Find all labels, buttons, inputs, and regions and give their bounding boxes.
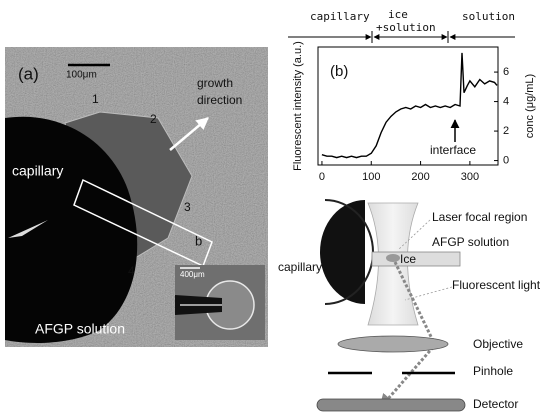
box-label: b: [195, 233, 202, 248]
growth-label: direction: [197, 93, 242, 107]
region-label: solution: [462, 10, 515, 23]
y2-tick-label: 0: [503, 154, 509, 166]
x-tick-label: 100: [362, 171, 380, 183]
annotation: interface: [430, 143, 476, 157]
y2-tick-label: 2: [503, 125, 509, 137]
diagram-label: capillary: [278, 260, 322, 274]
diagram-label: Detector: [473, 397, 518, 411]
facet-label: 2: [150, 112, 157, 126]
region-label: ice: [388, 8, 408, 21]
micrograph: [5, 47, 268, 347]
diagram-label: Pinhole: [473, 364, 513, 378]
y2-axis-label: conc (μg/mL): [524, 74, 536, 138]
y-axis-label: Fluorescent intensity (a.u.): [292, 41, 304, 171]
x-tick-label: 0: [319, 171, 325, 183]
capillary-label: capillary: [12, 163, 63, 179]
diagram-label: Fluorescent light: [452, 278, 541, 292]
diagram-label: Objective: [473, 337, 523, 351]
facet-label: 1: [92, 92, 99, 106]
panel-label: (b): [330, 63, 348, 80]
figure: (a) 100μm 1 2 3 4 growth direction capil…: [0, 0, 560, 417]
region-label: +solution: [376, 21, 436, 34]
solution-label: AFGP solution: [35, 321, 125, 337]
optics-diagram: [317, 200, 465, 411]
diagram-label: Laser focal region: [432, 210, 527, 224]
x-tick-label: 300: [461, 171, 479, 183]
y2-tick-label: 6: [503, 66, 509, 78]
growth-label: growth: [197, 76, 233, 90]
panel-label: (a): [18, 64, 39, 83]
x-tick-label: 200: [411, 171, 429, 183]
region-label: capillary: [310, 10, 370, 23]
facet-label: 4: [128, 264, 135, 278]
facet-label: 3: [184, 200, 191, 214]
diagram-label: AFGP solution: [432, 235, 509, 249]
diagram-label: Ice: [400, 252, 416, 266]
y2-tick-label: 4: [503, 95, 509, 107]
scale-bar-label: 100μm: [66, 70, 97, 81]
inset-scale: 400μm: [180, 270, 205, 279]
